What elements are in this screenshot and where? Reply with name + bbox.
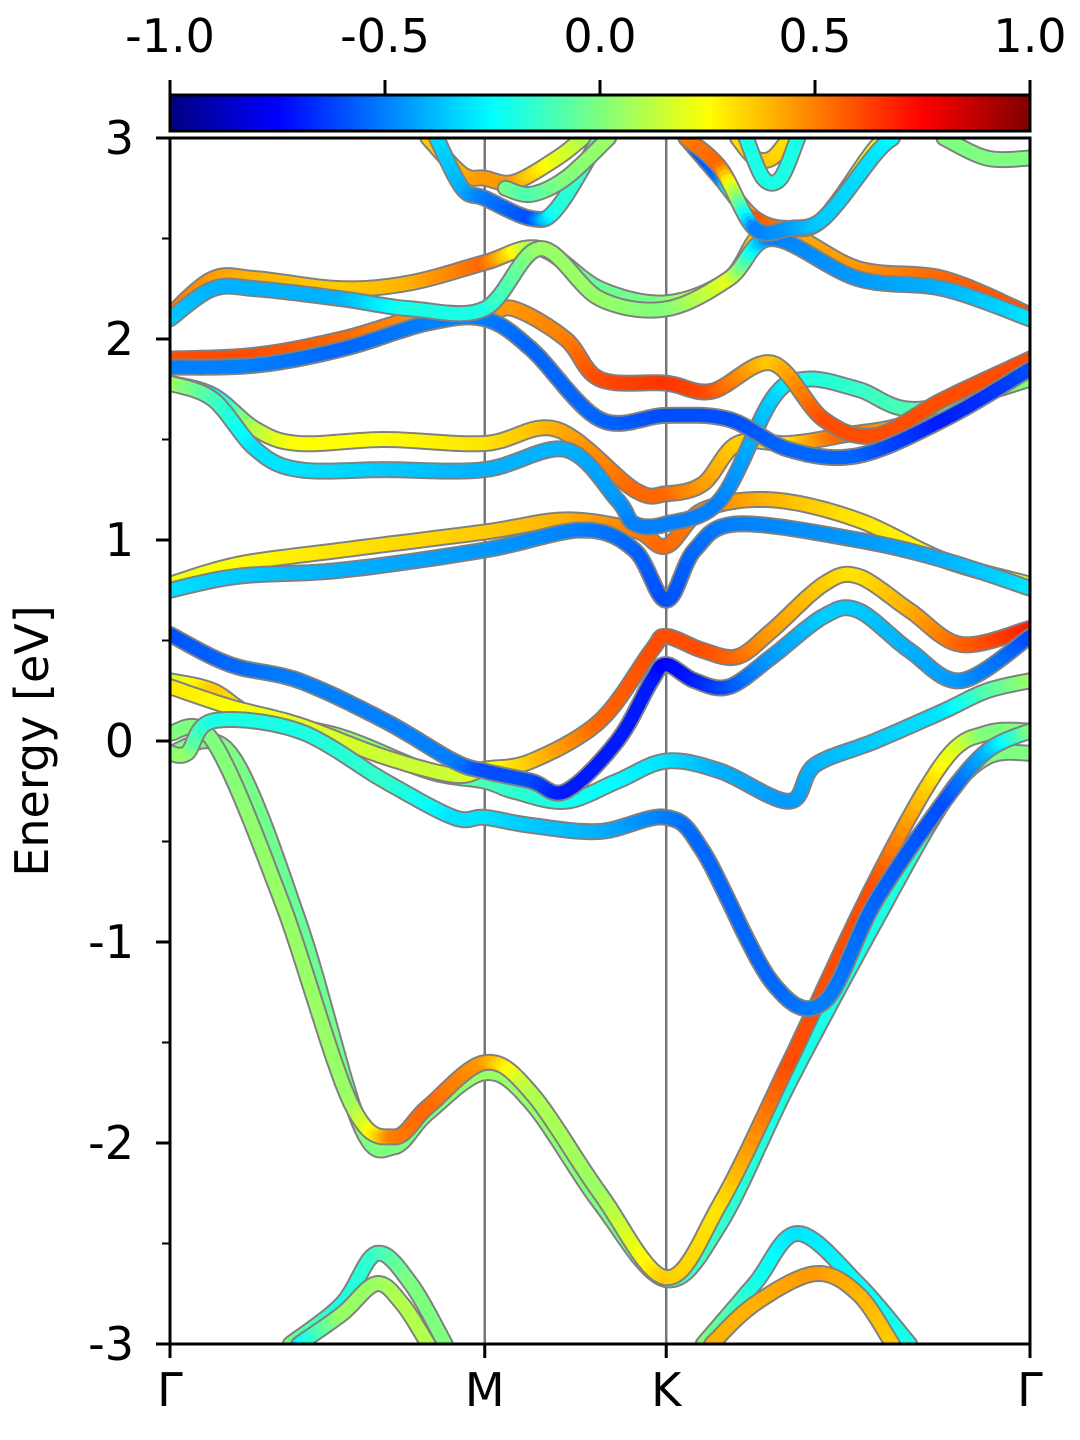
kpoint-lines <box>483 138 668 1344</box>
colorbar-tick-label: -0.5 <box>340 9 430 63</box>
x-tick-label: M <box>465 1363 505 1417</box>
x-tick-label: Γ <box>157 1363 183 1417</box>
band <box>935 138 1030 169</box>
colorbar-tick-label: -1.0 <box>125 9 215 63</box>
x-tick-label: K <box>651 1363 683 1417</box>
band <box>170 490 1030 593</box>
y-axis-label: Energy [eV] <box>5 605 59 876</box>
y-tick-label: -3 <box>88 1317 134 1371</box>
colorbar-tick-label: 1.0 <box>993 9 1066 63</box>
colorbar-tick-label: 0.5 <box>778 9 851 63</box>
colorbar-ticks: -1.0 -0.5 0.0 0.5 1.0 <box>125 9 1067 95</box>
colorbar-gradient <box>168 93 1032 133</box>
y-tick-label: 3 <box>105 111 134 165</box>
band <box>677 138 901 242</box>
plot-frame <box>168 136 1032 1346</box>
y-tick-label: 1 <box>105 513 134 567</box>
y-tick-label: -1 <box>88 915 134 969</box>
band <box>170 717 1030 1287</box>
band <box>170 599 1030 802</box>
bands <box>170 138 1030 1344</box>
x-tick-label: Γ <box>1017 1363 1043 1417</box>
band <box>170 230 1030 328</box>
band <box>170 672 1030 810</box>
y-tick-label: 0 <box>105 714 134 768</box>
colorbar-tick-label: 0.0 <box>563 9 636 63</box>
band <box>170 711 1030 1018</box>
y-tick-label: 2 <box>105 312 134 366</box>
band <box>703 1265 901 1344</box>
plot-area: -3 -2 -1 0 1 2 3 Γ M K Γ <box>88 111 1043 1417</box>
y-tick-label: -2 <box>88 1116 134 1170</box>
colorbar: -1.0 -0.5 0.0 0.5 1.0 <box>125 9 1067 133</box>
band <box>170 515 1030 609</box>
y-axis-ticks: -3 -2 -1 0 1 2 3 <box>88 111 170 1371</box>
